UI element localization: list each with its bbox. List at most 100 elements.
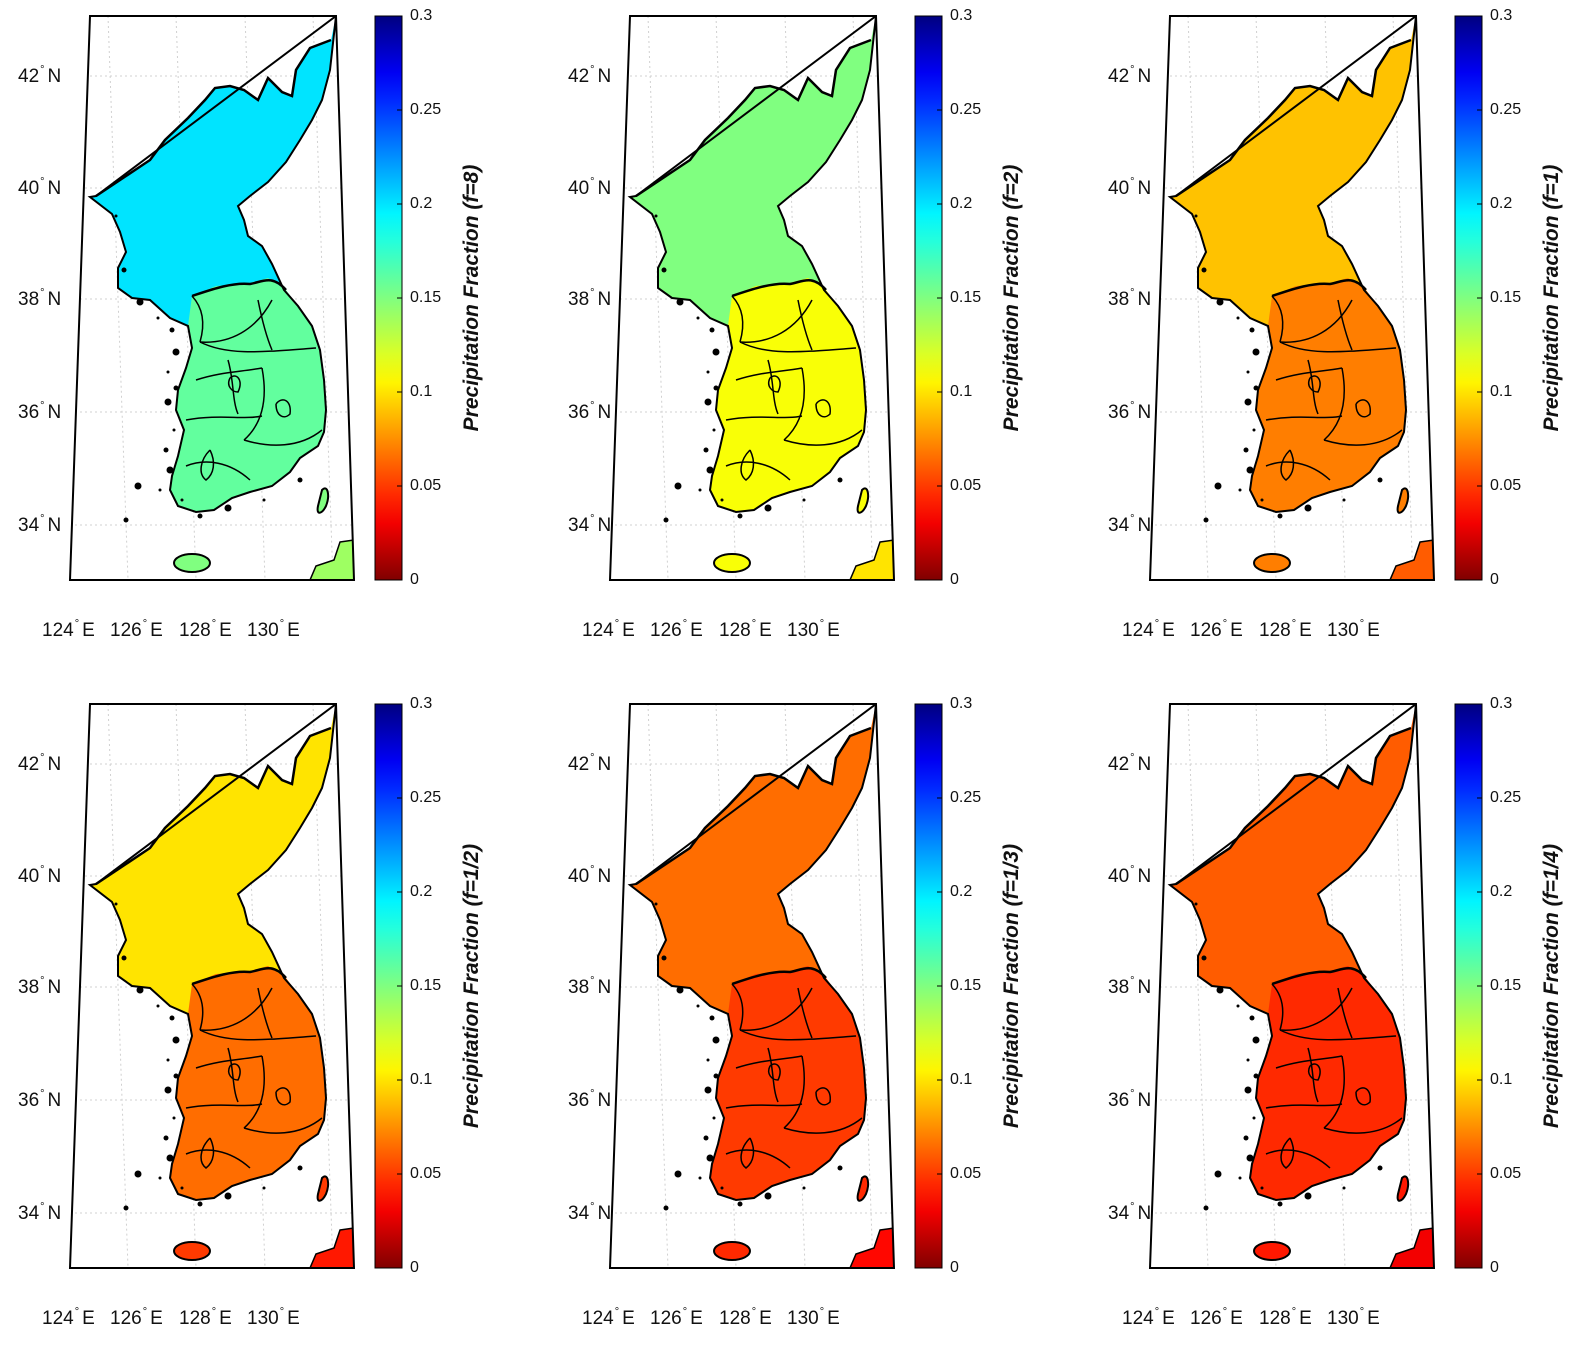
colorbar-tick-label: 0.05 xyxy=(410,1165,442,1182)
dmz-border-line xyxy=(731,279,827,298)
lat-label: 42° N xyxy=(568,752,612,775)
jeju-island xyxy=(713,1241,751,1261)
island-dot xyxy=(1249,327,1255,333)
province-boundary xyxy=(275,1087,291,1106)
kyushu-coast xyxy=(1388,1227,1434,1268)
island-dot xyxy=(1252,348,1260,356)
island-dot xyxy=(262,1186,266,1190)
lat-label: 36° N xyxy=(18,1088,62,1111)
island-dot xyxy=(166,1154,174,1162)
province-boundary xyxy=(725,461,791,481)
province-boundary xyxy=(783,429,863,446)
lat-label: 34° N xyxy=(18,513,62,536)
lat-label: 36° N xyxy=(1108,1088,1152,1111)
map-plot xyxy=(608,703,943,1269)
province-boundary xyxy=(815,399,831,418)
island-dot xyxy=(1252,428,1256,432)
lon-label: 124° E xyxy=(1122,1306,1175,1329)
island-dot xyxy=(1253,385,1259,391)
lon-label: 124° E xyxy=(42,618,95,641)
province-boundary xyxy=(257,987,273,1039)
province-boundary xyxy=(1279,1029,1397,1041)
lat-label: 40° N xyxy=(1108,864,1152,887)
province-boundary xyxy=(1279,299,1353,343)
colorbar-title: Precipitation Fraction (f=1/2) xyxy=(460,843,483,1129)
island-dot xyxy=(123,1205,129,1211)
island-dot xyxy=(706,1058,710,1062)
dmz-border-line xyxy=(191,279,287,298)
island-dot xyxy=(164,398,172,406)
colorbar-tick-label: 0.15 xyxy=(1490,289,1522,306)
island-dot xyxy=(712,1036,720,1044)
province-boundary xyxy=(739,341,857,353)
province-boundary xyxy=(1280,1137,1295,1169)
province-boundary xyxy=(243,367,265,441)
lon-label: 130° E xyxy=(1327,618,1380,641)
province-boundary xyxy=(725,1149,791,1169)
island-dot xyxy=(696,316,700,320)
island-dot xyxy=(1304,504,1312,512)
province-boundary xyxy=(739,299,813,343)
province-boundary xyxy=(767,375,781,393)
island-dot xyxy=(713,385,719,391)
map-plot xyxy=(1148,703,1483,1269)
colorbar-tick-label: 0.05 xyxy=(1490,1165,1522,1182)
island-dot xyxy=(802,498,806,502)
jeju-island xyxy=(1253,553,1291,573)
colorbar-tick-label: 0.2 xyxy=(410,883,433,900)
island-dot xyxy=(172,428,176,432)
island-dot xyxy=(696,1004,700,1008)
colorbar-tick-label: 0.25 xyxy=(1490,789,1522,806)
lon-gridline xyxy=(107,16,129,580)
colorbar-tick-label: 0.25 xyxy=(1490,101,1522,118)
island-dot xyxy=(134,482,142,490)
tsushima-island xyxy=(1396,1175,1410,1202)
colorbar-tick-label: 0 xyxy=(950,571,959,588)
province-boundary xyxy=(783,1055,805,1129)
island-dot xyxy=(173,385,179,391)
colorbar-tick-label: 0 xyxy=(1490,1259,1499,1276)
colorbar-tick-label: 0 xyxy=(410,1259,419,1276)
island-dot xyxy=(297,1165,303,1171)
jeju-island xyxy=(1253,1241,1291,1261)
island-dot xyxy=(713,1073,719,1079)
province-boundary xyxy=(783,367,805,441)
island-dot xyxy=(163,1135,169,1141)
island-dot xyxy=(698,1176,702,1180)
island-dot xyxy=(1249,1015,1255,1021)
province-boundary xyxy=(725,415,803,421)
dmz-border-line xyxy=(731,967,827,986)
colorbar-title: Precipitation Fraction (f=8) xyxy=(460,164,483,432)
island-dot xyxy=(197,1201,203,1207)
island-dot xyxy=(704,398,712,406)
colorbar-tick-label: 0.3 xyxy=(410,695,433,712)
island-dot xyxy=(114,214,118,218)
island-dot xyxy=(1243,447,1249,453)
colorbar-tick-label: 0.2 xyxy=(410,195,433,212)
lat-label: 34° N xyxy=(568,513,612,536)
lon-label: 124° E xyxy=(42,1306,95,1329)
province-boundary xyxy=(1355,399,1371,418)
province-boundary xyxy=(199,299,273,343)
province-boundary xyxy=(731,295,744,343)
province-boundary xyxy=(185,1103,263,1109)
kyushu-coast xyxy=(1388,539,1434,580)
province-boundary xyxy=(1307,1047,1319,1103)
colorbar-tick-label: 0.1 xyxy=(950,383,973,400)
island-dot xyxy=(1194,902,1198,906)
lon-label: 126° E xyxy=(1190,618,1243,641)
island-dot xyxy=(1214,1170,1222,1178)
lon-label: 130° E xyxy=(247,618,300,641)
province-boundary xyxy=(191,983,204,1031)
island-dot xyxy=(121,267,127,273)
lat-label: 38° N xyxy=(18,287,62,310)
kyushu-coast xyxy=(848,1227,894,1268)
land-field-south xyxy=(1250,966,1406,1200)
tsushima-island xyxy=(316,487,330,514)
lon-gridline xyxy=(1187,704,1209,1268)
colorbar-title: Precipitation Fraction (f=2) xyxy=(1000,164,1023,432)
lon-label: 124° E xyxy=(1122,618,1175,641)
island-dot xyxy=(1377,1165,1383,1171)
province-boundary xyxy=(257,299,273,351)
colorbar-tick-label: 0.15 xyxy=(950,977,982,994)
